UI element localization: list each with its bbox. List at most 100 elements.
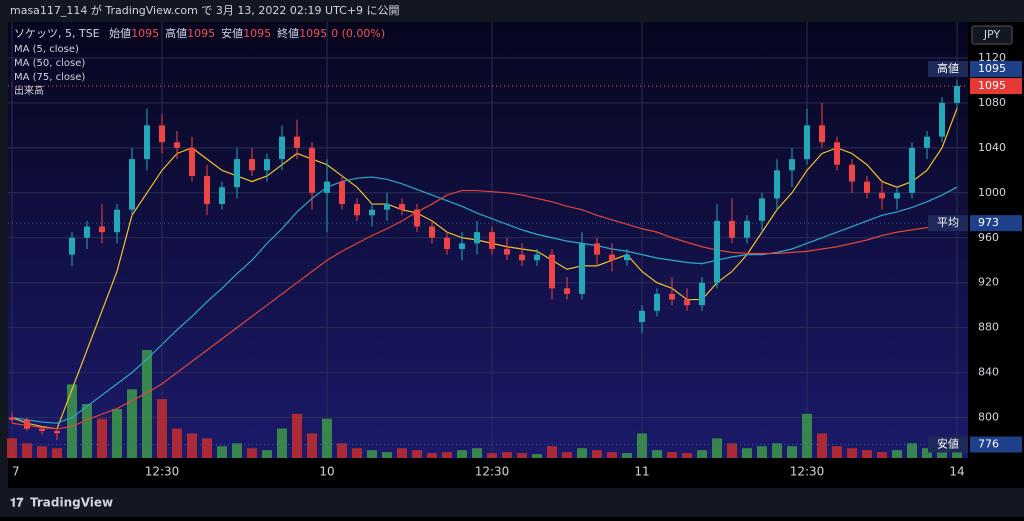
candle-body [819,125,825,143]
volume-bar [592,450,602,458]
volume-bar [622,453,632,458]
currency-box[interactable] [971,25,1013,45]
volume-bar [637,433,647,458]
volume-bar [367,450,377,458]
volume-bar [142,350,152,458]
volume-bar [412,450,422,458]
volume-bar [607,452,617,458]
candle-body [699,282,705,306]
y-tick-label: 960 [978,231,999,244]
candle-body [774,170,780,199]
volume-bar [682,453,692,458]
volume-bar [52,448,62,458]
candle-body [129,159,135,210]
volume-bar [37,446,47,458]
volume-bar [922,448,932,458]
x-tick-label: 10 [319,465,334,479]
volume-bar [517,453,527,458]
price-label: 973 [978,216,999,229]
marker-label-box [928,61,968,78]
candle-body [444,237,450,249]
candle-body [219,187,225,205]
volume-bar [292,413,302,458]
candle-body [189,147,195,176]
indicator-label: MA (75, close) [14,72,85,83]
ohlc-label: 高値 [165,26,187,40]
candle-body [744,220,750,238]
indicator-label: MA (5, close) [14,44,79,55]
candle-body [909,147,915,193]
x-tick-label: 12:30 [475,465,510,479]
volume-bar [847,448,857,458]
volume-bar [427,453,437,458]
volume-bar [742,448,752,458]
brand: TradingView [30,496,113,510]
volume-bar [187,433,197,458]
price-label: 776 [978,438,999,451]
volume-bar [112,408,122,458]
ohlc-value: 1095 [187,27,215,40]
volume-bar [247,448,257,458]
volume-bar [307,433,317,458]
indicator-label: 出来高 [14,84,44,97]
x-tick-label: 12:30 [145,465,180,479]
volume-bar [217,446,227,458]
candle-body [309,147,315,193]
y-tick-label: 800 [978,411,999,424]
volume-bar [802,413,812,458]
ohlc-value: 1095 [243,27,271,40]
volume-bar [817,433,827,458]
volume-bar [577,448,587,458]
price-label-box [970,78,1022,95]
x-tick-label: 7 [12,465,20,479]
volume-bar [877,452,887,458]
brand-logo: 𝟏𝟕 [10,496,24,510]
volume-bar [667,452,677,458]
candle-body [504,248,510,255]
y-tick-label: 840 [978,366,999,379]
candle-body [714,220,720,283]
volume-bar [697,450,707,458]
candle-body [729,220,735,238]
symbol: ソケッツ, 5, TSE [14,27,100,40]
volume-bar [442,452,452,458]
candle-body [279,136,285,160]
volume-bar [97,418,107,458]
candle-body [804,125,810,160]
price-label: 1095 [978,62,1006,75]
candle-body [669,293,675,300]
indicator-label: MA (50, close) [14,58,85,69]
volume-bar [862,450,872,458]
ma-line [11,189,958,430]
candle-body [39,428,45,432]
candle-body [204,175,210,205]
x-tick-label: 11 [634,465,649,479]
candle-body [879,192,885,199]
candle-body [174,142,180,148]
price-label-box [970,61,1022,78]
candle-body [264,159,270,171]
volume-bar [457,450,467,458]
candle-body [939,102,945,137]
marker-label: 安値 [937,437,959,451]
candle-body [429,226,435,238]
candle-body [954,86,960,103]
candle-body [354,204,360,216]
candle-body [159,125,165,143]
marker-label: 平均 [937,216,959,229]
volume-bar [772,443,782,458]
marker-label-box [928,436,968,453]
candle-body [924,136,930,148]
candle-body [549,254,555,289]
candle-body [849,164,855,182]
volume-bar [472,448,482,458]
ohlc-label: 安値 [221,26,243,40]
candle-body [384,204,390,210]
volume-bar [727,443,737,458]
volume-bar [787,446,797,458]
volume-bar [277,428,287,458]
candle-body [474,232,480,244]
candle-body [894,192,900,199]
volume-bar [7,438,17,458]
candle-body [144,125,150,160]
